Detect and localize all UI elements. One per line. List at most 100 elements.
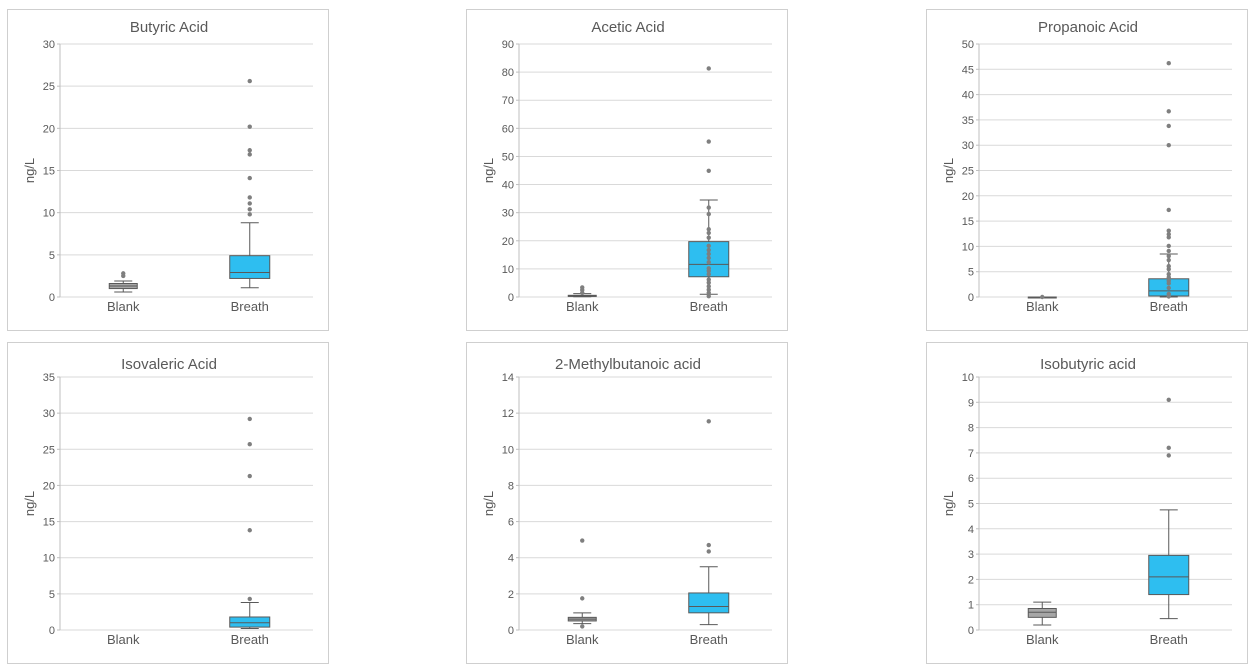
y-tick-label: 15 [962, 216, 974, 228]
outlier-point [706, 168, 711, 173]
y-tick-label: 5 [968, 499, 974, 511]
box-blank [567, 538, 597, 629]
box-iqr [229, 616, 271, 628]
y-tick-label: 8 [968, 423, 974, 435]
box-breath [1148, 61, 1190, 299]
box-breath [1148, 397, 1190, 620]
y-tick-label: 4 [968, 524, 974, 536]
outlier-point [121, 271, 126, 276]
y-tick-label: 5 [49, 589, 55, 601]
outlier-point [1166, 278, 1171, 284]
y-tick-label: 40 [502, 180, 514, 192]
outlier-point [1166, 397, 1171, 402]
outlier-point [706, 251, 711, 257]
y-tick-label: 30 [962, 140, 974, 152]
y-tick-label: 80 [502, 67, 514, 79]
y-tick-label: 3 [968, 549, 974, 561]
outlier-point [247, 124, 252, 129]
y-tick-label: 9 [968, 397, 974, 409]
y-tick-label: 20 [43, 480, 55, 492]
outlier-point [1166, 285, 1171, 291]
y-tick-label: 2 [508, 589, 514, 601]
chart-svg-2-methylbutanoic-acid: 2-Methylbutanoic acid ng/L 0 2 4 6 8 10 12 14 Blan… [481, 356, 772, 647]
outlier-point [1166, 453, 1171, 458]
outlier-point [706, 280, 711, 285]
chart-svg-propanoic-acid: Propanoic Acid ng/L 0 5 10 15 20 25 30 35 40 45 50 Bl… [941, 19, 1232, 314]
y-tick-label: 30 [43, 408, 55, 420]
outlier-point [247, 442, 252, 447]
box-blank [1027, 294, 1057, 300]
chart-svg-isobutyric-acid: Isobutyric acid ng/L 0 1 2 3 4 5 6 7 8 9 10 Blank Brea… [941, 356, 1232, 647]
x-category-label-breath: Breath [690, 632, 728, 647]
y-tick-label: 5 [968, 267, 974, 279]
outlier-point [1166, 243, 1171, 249]
outlier-point [706, 542, 711, 548]
y-tick-label: 8 [508, 480, 514, 492]
y-tick-label: 6 [508, 517, 514, 529]
chart-title: Isobutyric acid [1040, 356, 1136, 373]
x-category-label-blank: Blank [566, 632, 599, 647]
outlier-point [247, 528, 252, 533]
y-tick-label: 2 [968, 574, 974, 586]
box-breath [688, 419, 730, 626]
y-tick-label: 40 [962, 90, 974, 102]
x-category-label-blank: Blank [107, 299, 140, 314]
box-blank [1027, 601, 1057, 626]
y-axis-label: ng/L [481, 158, 496, 183]
y-tick-label: 70 [502, 95, 514, 107]
y-tick-label: 10 [502, 444, 514, 456]
chart-panel-isobutyric-acid: Isobutyric acid ng/L 0 1 2 3 4 5 6 7 8 9 10 Blank Brea… [926, 342, 1248, 664]
box-breath [688, 66, 730, 299]
outlier-point [247, 201, 252, 206]
y-tick-label: 60 [502, 123, 514, 135]
y-tick-label: 25 [962, 166, 974, 178]
box-breath [229, 78, 271, 289]
outlier-point [706, 211, 711, 217]
x-category-label-breath: Breath [1150, 632, 1188, 647]
x-category-label-breath: Breath [231, 299, 269, 314]
outlier-point [706, 247, 711, 253]
outlier-point [247, 416, 252, 422]
y-tick-label: 15 [43, 517, 55, 529]
box-blank [108, 271, 138, 293]
outlier-point [1166, 253, 1171, 259]
outlier-point [580, 624, 585, 629]
outlier-point [1166, 143, 1171, 148]
outlier-point [1166, 257, 1171, 263]
y-tick-label: 20 [502, 236, 514, 248]
outlier-point [706, 230, 711, 236]
outlier-point [706, 66, 711, 71]
x-category-label-blank: Blank [566, 299, 599, 314]
outlier-point [706, 266, 711, 271]
x-category-label-breath: Breath [690, 299, 728, 314]
box-blank [567, 285, 597, 298]
box-breath [229, 416, 271, 630]
y-tick-label: 0 [49, 625, 55, 637]
y-tick-label: 20 [962, 191, 974, 203]
outlier-point [247, 78, 252, 84]
chart-title: Isovaleric Acid [121, 356, 217, 373]
outlier-point [706, 259, 711, 265]
y-tick-label: 10 [43, 553, 55, 565]
box-iqr [688, 592, 730, 614]
y-tick-label: 35 [43, 372, 55, 384]
y-tick-label: 50 [502, 151, 514, 163]
chart-title: Butyric Acid [130, 19, 208, 36]
y-tick-label: 45 [962, 64, 974, 76]
y-tick-label: 10 [962, 241, 974, 253]
outlier-point [1166, 445, 1171, 451]
outlier-point [247, 175, 252, 181]
outlier-point [1166, 109, 1171, 114]
outlier-point [247, 207, 252, 212]
outlier-point [580, 538, 585, 543]
chart-title: Acetic Acid [591, 19, 664, 36]
outlier-point [247, 148, 252, 153]
y-axis-label: ng/L [941, 491, 956, 516]
y-tick-label: 10 [43, 208, 55, 220]
y-axis-label: ng/L [22, 491, 37, 516]
outlier-point [247, 195, 252, 200]
outlier-point [706, 235, 711, 240]
y-tick-label: 5 [49, 250, 55, 262]
outlier-point [706, 243, 711, 249]
outlier-point [1166, 232, 1171, 237]
